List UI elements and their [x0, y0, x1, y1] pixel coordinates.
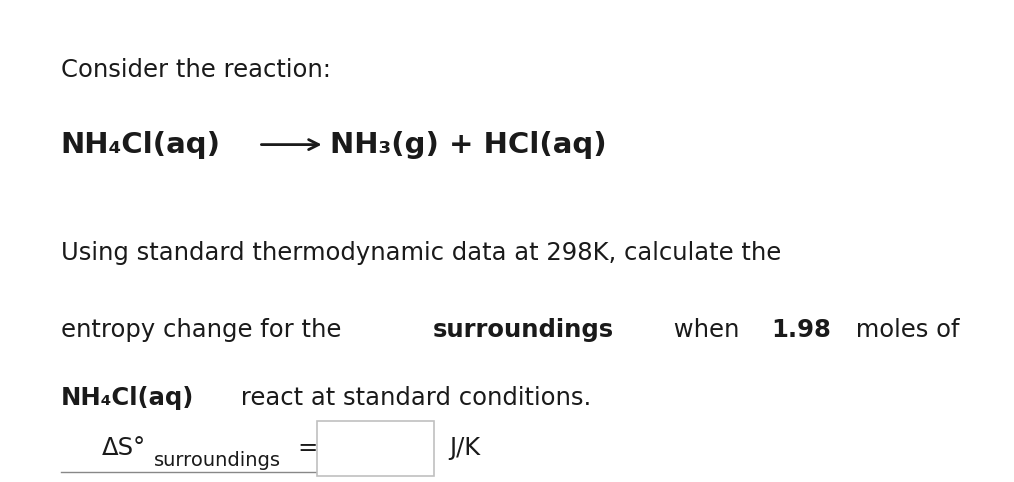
- Text: Using standard thermodynamic data at 298K, calculate the: Using standard thermodynamic data at 298…: [61, 241, 781, 265]
- Text: when: when: [666, 318, 747, 342]
- Text: entropy change for the: entropy change for the: [61, 318, 349, 342]
- Text: Consider the reaction:: Consider the reaction:: [61, 58, 331, 82]
- Text: moles of: moles of: [849, 318, 960, 342]
- Text: NH₄Cl(aq): NH₄Cl(aq): [61, 131, 221, 159]
- Text: =: =: [297, 436, 317, 460]
- Text: J/K: J/K: [449, 436, 481, 460]
- Text: 1.98: 1.98: [771, 318, 830, 342]
- Text: NH₄Cl(aq): NH₄Cl(aq): [61, 386, 195, 410]
- Text: ΔS°: ΔS°: [101, 436, 146, 460]
- FancyBboxPatch shape: [317, 421, 434, 476]
- Text: react at standard conditions.: react at standard conditions.: [233, 386, 591, 410]
- Text: surroundings: surroundings: [433, 318, 613, 342]
- Text: NH₃(g) + HCl(aq): NH₃(g) + HCl(aq): [330, 131, 606, 159]
- Text: surroundings: surroundings: [154, 451, 281, 470]
